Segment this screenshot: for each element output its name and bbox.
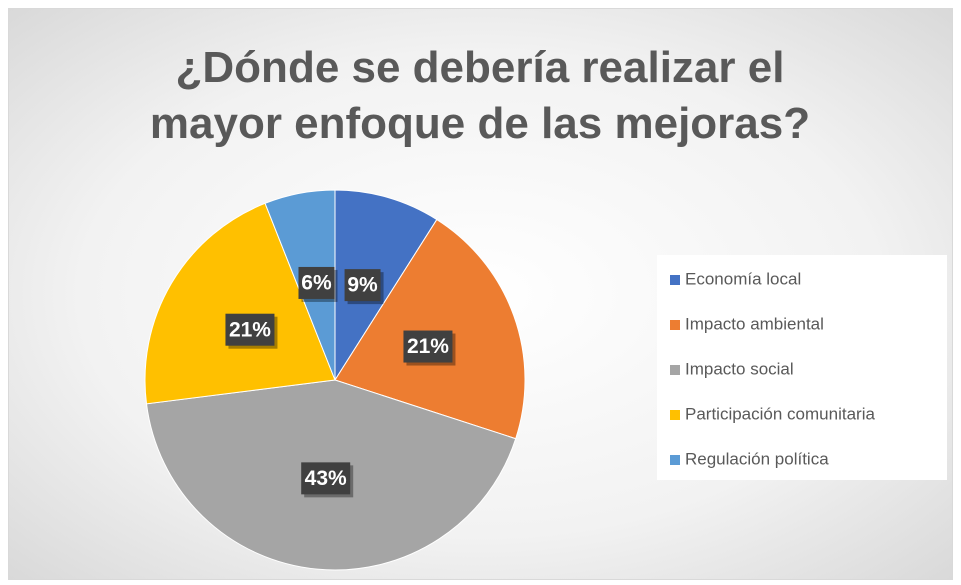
legend-swatch <box>670 365 680 375</box>
data-label: 21% <box>407 335 449 358</box>
data-label-box <box>403 330 453 363</box>
legend-label: Regulación política <box>685 449 829 468</box>
data-label-box <box>225 313 275 346</box>
data-label-box <box>301 462 351 495</box>
data-label: 9% <box>347 274 378 297</box>
pie-slice <box>334 218 526 440</box>
pie-slice <box>144 202 336 405</box>
legend-label: Participación comunitaria <box>685 404 875 423</box>
data-label: 43% <box>305 467 347 490</box>
data-label: 6% <box>301 271 332 294</box>
legend-swatch <box>670 275 680 285</box>
legend-label: Impacto ambiental <box>685 314 824 333</box>
data-label-box <box>344 269 381 302</box>
pie-slice <box>334 189 438 382</box>
legend-swatch <box>670 320 680 330</box>
legend-label: Impacto social <box>685 359 794 378</box>
data-label-box <box>298 266 335 299</box>
legend-label: Economía local <box>685 269 801 288</box>
legend-box <box>657 255 947 480</box>
data-label: 21% <box>229 318 271 341</box>
chart-title: ¿Dónde se debería realizar el mayor enfo… <box>149 43 811 148</box>
legend-swatch <box>670 410 680 420</box>
legend-swatch <box>670 455 680 465</box>
